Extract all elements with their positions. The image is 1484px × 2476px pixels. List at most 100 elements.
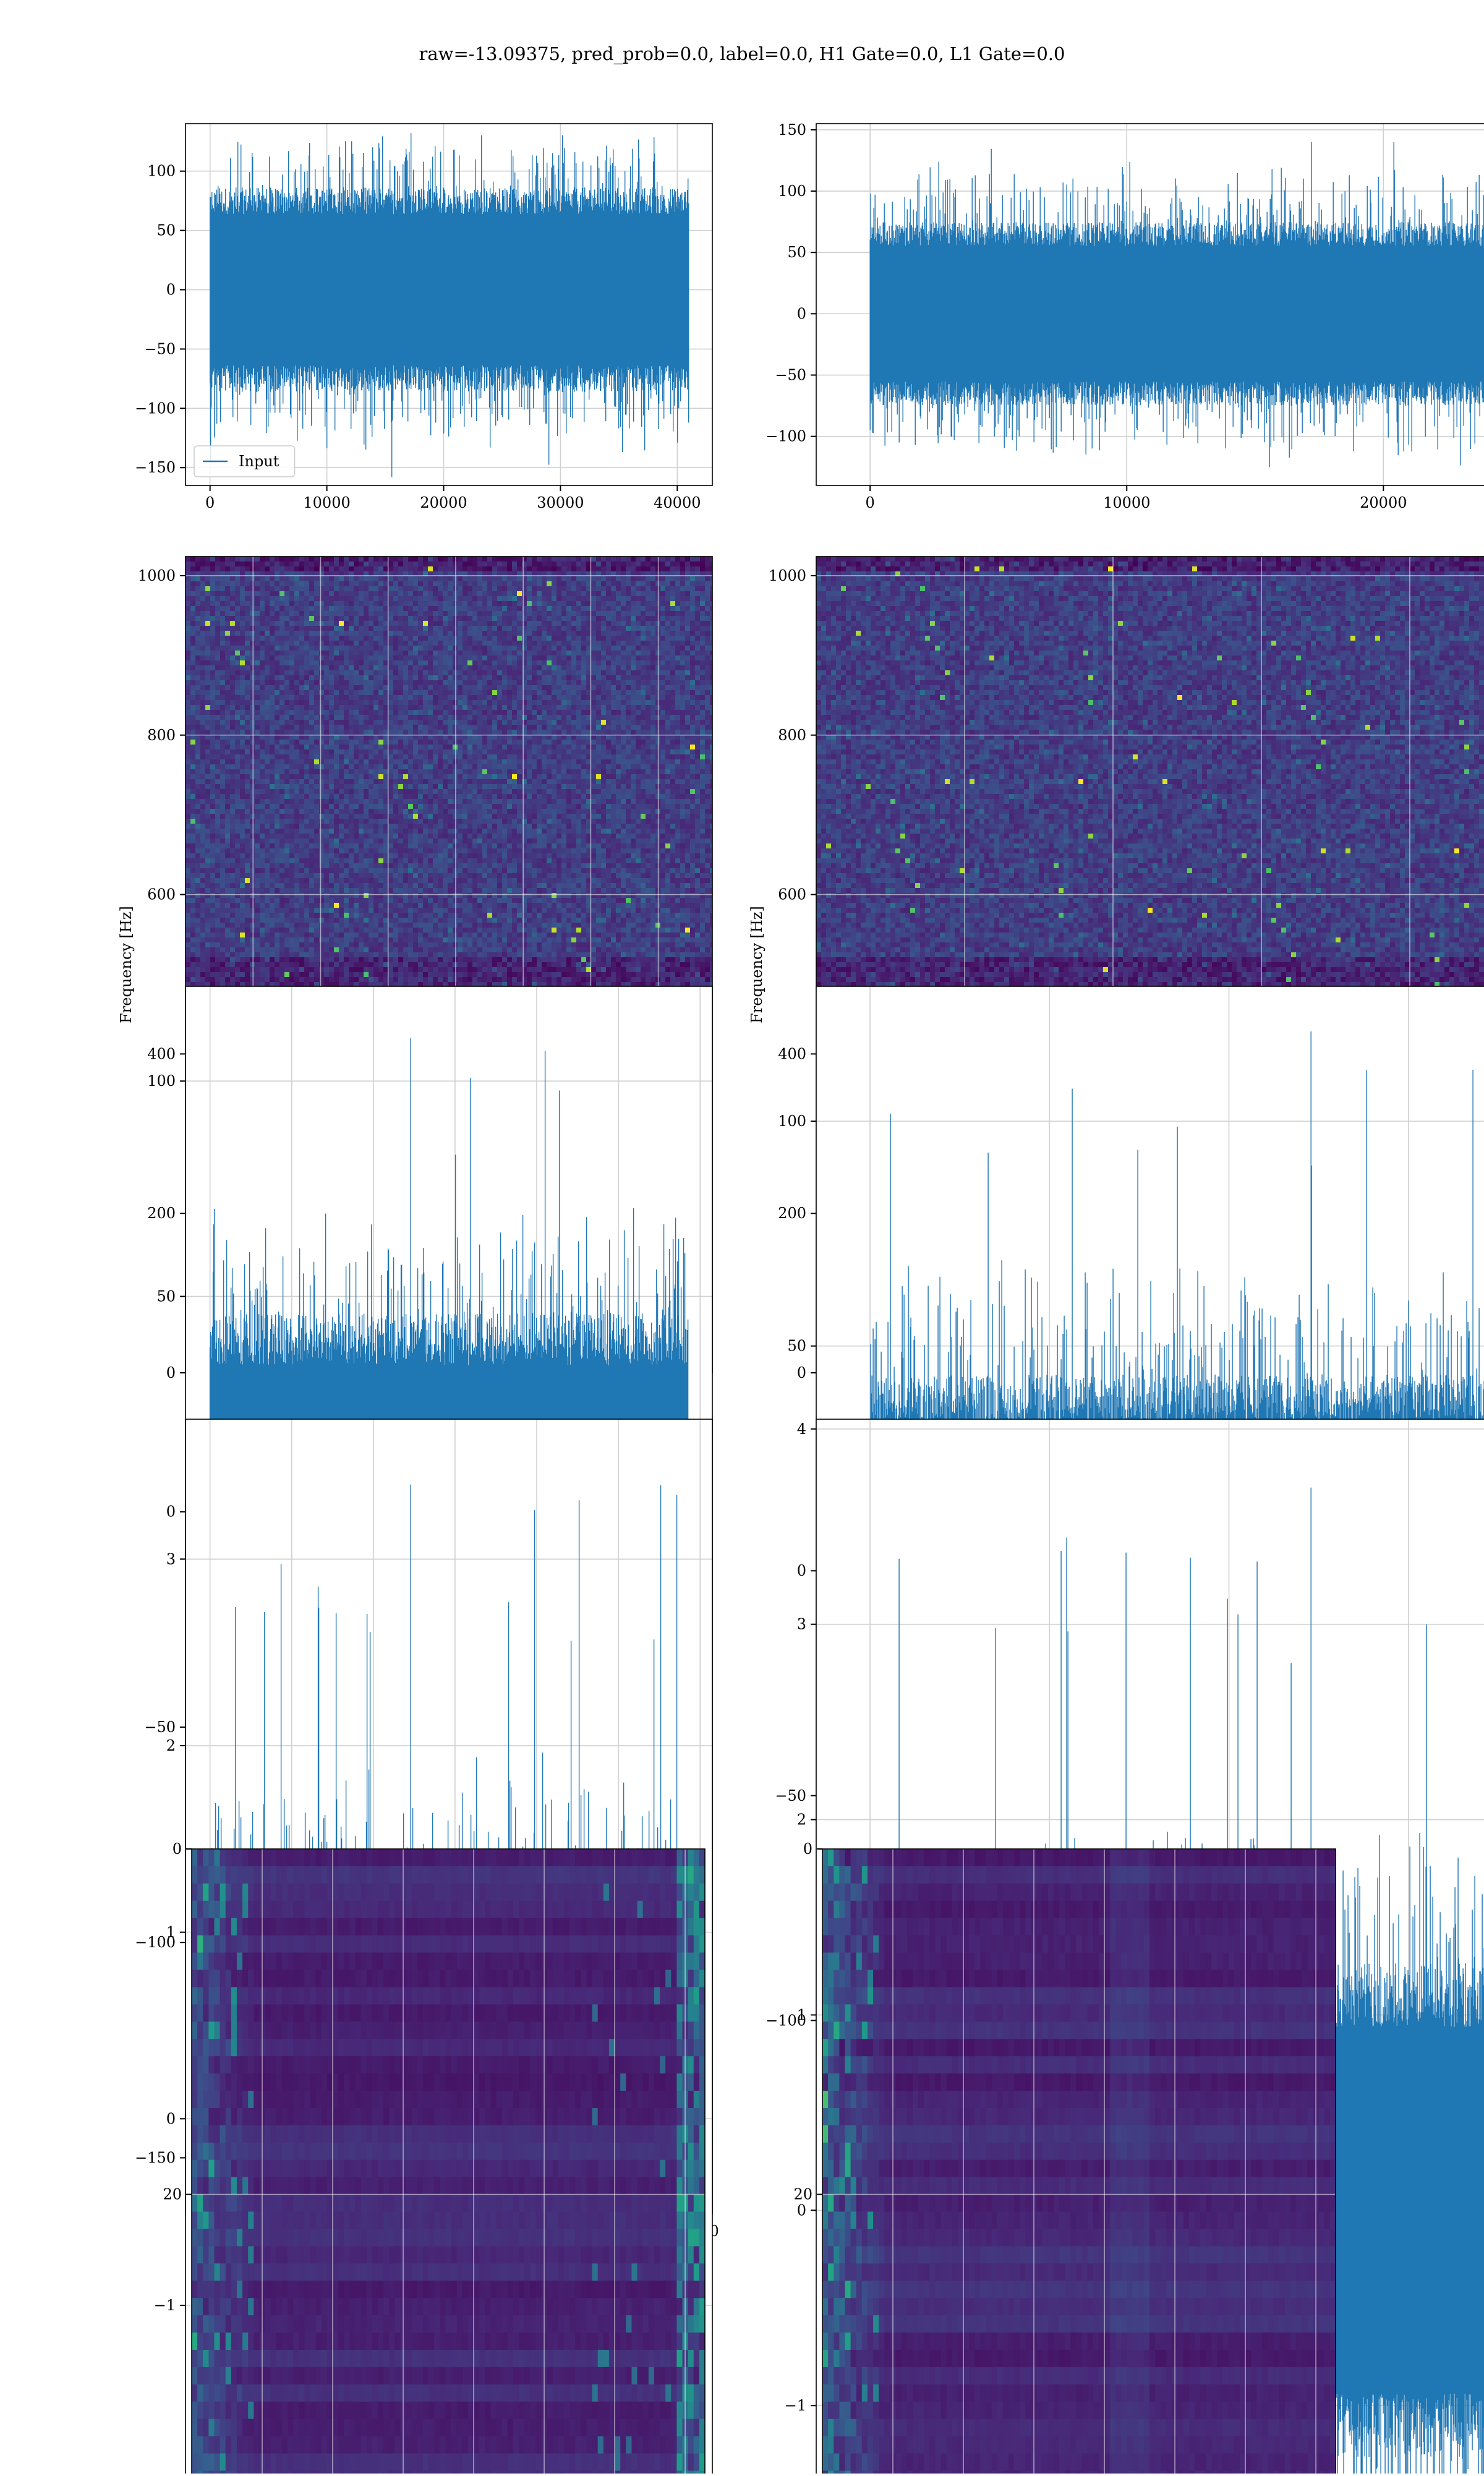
- y-tick-label: 50: [787, 244, 806, 261]
- heatmap-cell: [284, 581, 289, 586]
- heatmap-cell: [309, 586, 314, 591]
- heatmap-cell: [443, 561, 448, 566]
- heatmap-cell: [477, 561, 482, 566]
- heatmap-cell: [364, 591, 369, 596]
- heatmap-cell: [453, 566, 458, 571]
- heatmap-cell: [220, 557, 225, 561]
- heatmap-cell: [354, 591, 359, 596]
- heatmap-cell: [453, 561, 458, 566]
- heatmap-cell: [443, 586, 448, 591]
- heatmap-cell: [502, 586, 507, 591]
- heatmap-cell: [255, 586, 260, 591]
- heatmap-cell: [458, 591, 463, 596]
- heatmap-cell: [606, 576, 611, 581]
- heatmap-cell: [453, 576, 458, 581]
- heatmap-cell: [690, 581, 695, 586]
- heatmap-cell: [680, 581, 685, 586]
- heatmap-cell: [616, 557, 621, 561]
- heatmap-cell: [621, 581, 626, 586]
- heatmap-cell: [215, 557, 220, 561]
- heatmap-cell: [309, 576, 314, 581]
- heatmap-cell: [438, 557, 443, 561]
- heatmap-cell: [700, 561, 705, 566]
- heatmap-cell: [665, 576, 670, 581]
- heatmap-cell: [279, 566, 284, 571]
- heatmap-cell: [270, 557, 275, 561]
- heatmap-cell: [255, 566, 260, 571]
- heatmap-cell: [364, 576, 369, 581]
- heatmap-cell: [275, 561, 279, 566]
- heatmap-cell: [200, 591, 205, 596]
- heatmap-cell: [205, 557, 210, 561]
- heatmap-cell: [186, 561, 190, 566]
- heatmap-cell: [492, 561, 497, 566]
- heatmap-cell: [294, 581, 299, 586]
- heatmap-cell: [349, 557, 354, 561]
- heatmap-cell: [680, 586, 685, 591]
- heatmap-cell: [240, 557, 245, 561]
- heatmap-cell: [497, 581, 502, 586]
- heatmap-cell: [369, 576, 373, 581]
- heatmap-cell: [364, 561, 369, 566]
- heatmap-cell: [467, 561, 472, 566]
- heatmap-cell: [334, 566, 339, 571]
- heatmap-cell: [571, 561, 576, 566]
- heatmap-cell: [463, 557, 467, 561]
- heatmap-cell: [245, 586, 250, 591]
- heatmap-cell: [542, 557, 547, 561]
- heatmap-cell: [220, 576, 225, 581]
- heatmap-cell: [492, 557, 497, 561]
- heatmap-cell: [373, 586, 378, 591]
- heatmap-cell: [215, 576, 220, 581]
- heatmap-cell: [225, 576, 230, 581]
- heatmap-cell: [581, 557, 586, 561]
- heatmap-cell: [502, 557, 507, 561]
- heatmap-cell: [235, 566, 240, 571]
- heatmap-cell: [552, 561, 556, 566]
- heatmap-cell: [398, 566, 403, 571]
- heatmap-cell: [344, 566, 349, 571]
- heatmap-cell: [438, 581, 443, 586]
- heatmap-cell: [453, 591, 458, 596]
- heatmap-cell: [304, 557, 309, 561]
- heatmap-cell: [556, 561, 561, 566]
- heatmap-cell: [240, 561, 245, 566]
- heatmap-cell: [458, 581, 463, 586]
- x-tick-label: 40000: [654, 494, 701, 511]
- heatmap-cell: [403, 576, 408, 581]
- heatmap-cell: [289, 591, 294, 596]
- heatmap-cell: [433, 566, 438, 571]
- y-tick-label: 0: [797, 305, 806, 322]
- heatmap-cell: [685, 557, 690, 561]
- heatmap-cell: [616, 561, 621, 566]
- heatmap-cell: [240, 566, 245, 571]
- heatmap-cell: [591, 561, 596, 566]
- heatmap-cell: [641, 586, 646, 591]
- heatmap-cell: [359, 591, 364, 596]
- heatmap-cell: [403, 557, 408, 561]
- heatmap-cell: [428, 561, 433, 566]
- heatmap-cell: [275, 586, 279, 591]
- heatmap-cell: [408, 566, 413, 571]
- legend-label: Input: [239, 453, 279, 470]
- heatmap-cell: [512, 557, 517, 561]
- heatmap-cell: [260, 581, 265, 586]
- heatmap-cell: [260, 561, 265, 566]
- heatmap-cell: [448, 581, 453, 586]
- heatmap-cell: [329, 557, 334, 561]
- heatmap-cell: [304, 566, 309, 571]
- heatmap-cell: [596, 581, 601, 586]
- heatmap-cell: [606, 586, 611, 591]
- heatmap-cell: [324, 561, 329, 566]
- heatmap-cell: [487, 566, 492, 571]
- heatmap-cell: [641, 581, 646, 586]
- heatmap-cell: [660, 586, 665, 591]
- heatmap-cell: [660, 576, 665, 581]
- heatmap-cell: [413, 561, 418, 566]
- heatmap-cell: [542, 566, 547, 571]
- heatmap-cell: [492, 581, 497, 586]
- heatmap-cell: [215, 566, 220, 571]
- x-tick-label: 20000: [1360, 494, 1407, 511]
- heatmap-cell: [472, 591, 477, 596]
- heatmap-cell: [433, 591, 438, 596]
